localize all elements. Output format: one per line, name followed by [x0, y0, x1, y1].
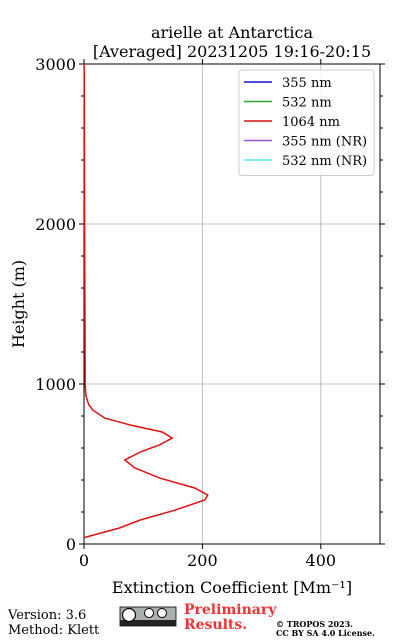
method: Method: Klett [8, 623, 100, 638]
legend-label: 355 nm [282, 76, 332, 91]
legend-box [238, 69, 375, 176]
preliminary-note: Results. [184, 617, 247, 633]
x-tick-label: 0 [79, 551, 89, 570]
y-tick-label: 2000 [35, 215, 76, 234]
legend-label: 355 nm (NR) [282, 135, 367, 150]
copyright: CC BY SA 4.0 License. [276, 628, 375, 638]
chart-title: arielle at Antarctica [151, 23, 314, 42]
x-tick-label: 400 [306, 551, 337, 570]
cc-logo [119, 606, 177, 627]
y-tick-label: 3000 [35, 55, 76, 74]
legend-label: 532 nm [282, 96, 332, 111]
x-tick-label: 200 [187, 551, 218, 570]
x-axis-label: Extinction Coefficient [Mm⁻¹] [112, 578, 352, 597]
plot-frame [83, 63, 381, 545]
preliminary-note: Preliminary [184, 602, 277, 618]
legend-label: 1064 nm [282, 115, 340, 130]
legend: 355 nm 532 nm 1064 nm 355 nm (NR) 532 nm (NR… [238, 69, 375, 176]
chart-subtitle: [Averaged] 20231205 19:16-20:15 [93, 42, 371, 61]
legend-label: 532 nm (NR) [282, 154, 367, 169]
y-tick-label: 1000 [35, 375, 76, 394]
y-tick-label: 0 [66, 535, 76, 554]
copyright: © TROPOS 2023. [276, 619, 353, 629]
version: Version: 3.6 [7, 608, 86, 623]
y-axis-label: Height (m) [9, 260, 28, 348]
line [83, 63, 209, 539]
